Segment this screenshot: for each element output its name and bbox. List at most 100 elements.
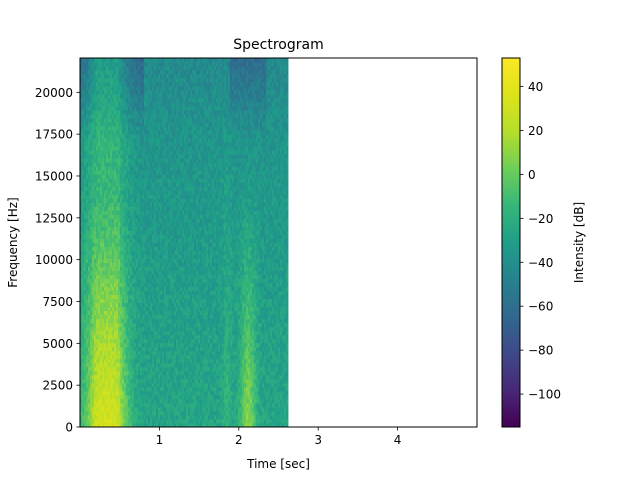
heatmap-cell bbox=[162, 410, 165, 416]
heatmap-cell bbox=[122, 186, 125, 191]
heatmap-cell bbox=[108, 70, 111, 75]
heatmap-cell bbox=[90, 154, 93, 159]
heatmap-cell bbox=[92, 342, 95, 348]
heatmap-cell bbox=[86, 190, 89, 195]
heatmap-cell bbox=[80, 210, 83, 215]
heatmap-cell bbox=[160, 294, 163, 300]
heatmap-cell bbox=[118, 198, 121, 203]
heatmap-cell bbox=[164, 222, 167, 227]
heatmap-cell bbox=[88, 386, 91, 392]
heatmap-cell bbox=[116, 146, 119, 151]
heatmap-cell bbox=[150, 282, 153, 288]
heatmap-cell bbox=[122, 346, 125, 352]
heatmap-cell bbox=[144, 130, 147, 135]
heatmap-cell bbox=[102, 314, 105, 320]
heatmap-cell bbox=[140, 354, 143, 360]
heatmap-cell bbox=[110, 146, 113, 151]
heatmap-cell bbox=[114, 106, 117, 111]
heatmap-cell bbox=[110, 362, 113, 368]
heatmap-cell bbox=[152, 194, 155, 199]
heatmap-cell bbox=[110, 334, 113, 340]
heatmap-cell bbox=[82, 106, 85, 111]
heatmap-cell bbox=[112, 218, 115, 223]
heatmap-cell bbox=[104, 274, 107, 279]
heatmap-cell bbox=[80, 118, 83, 123]
heatmap-cell bbox=[134, 226, 137, 231]
heatmap-cell bbox=[92, 142, 95, 147]
heatmap-cell bbox=[126, 362, 129, 368]
heatmap-cell bbox=[94, 410, 97, 416]
heatmap-cell bbox=[130, 214, 133, 219]
heatmap-cell bbox=[86, 254, 89, 259]
heatmap-cell bbox=[132, 118, 135, 123]
heatmap-cell bbox=[80, 242, 83, 247]
heatmap-cell bbox=[134, 194, 137, 199]
heatmap-cell bbox=[150, 90, 153, 95]
heatmap-cell bbox=[126, 90, 129, 95]
heatmap-cell bbox=[82, 158, 85, 163]
heatmap-cell bbox=[90, 202, 93, 207]
heatmap-cell bbox=[82, 342, 85, 348]
heatmap-cell bbox=[136, 334, 139, 340]
heatmap-cell bbox=[84, 254, 87, 259]
heatmap-cell bbox=[128, 366, 131, 372]
heatmap-cell bbox=[162, 418, 165, 424]
heatmap-cell bbox=[96, 282, 99, 288]
heatmap-cell bbox=[142, 202, 145, 207]
heatmap-cell bbox=[82, 198, 85, 203]
heatmap-cell bbox=[164, 330, 167, 336]
heatmap-cell bbox=[150, 214, 153, 219]
heatmap-cell bbox=[128, 214, 131, 219]
heatmap-cell bbox=[134, 234, 137, 239]
heatmap-cell bbox=[120, 222, 123, 227]
heatmap-cell bbox=[132, 250, 135, 255]
heatmap-cell bbox=[102, 150, 105, 155]
heatmap-cell bbox=[114, 374, 117, 380]
heatmap-cell bbox=[158, 322, 161, 328]
heatmap-cell bbox=[84, 174, 87, 179]
heatmap-cell bbox=[160, 86, 163, 91]
heatmap-cell bbox=[158, 86, 161, 91]
heatmap-cell bbox=[142, 162, 145, 167]
heatmap-cell bbox=[160, 394, 163, 400]
heatmap-cell bbox=[96, 162, 99, 167]
heatmap-cell bbox=[110, 258, 113, 263]
heatmap-cell bbox=[90, 338, 93, 344]
heatmap-cell bbox=[88, 210, 91, 215]
heatmap-cell bbox=[152, 266, 155, 271]
heatmap-cell bbox=[128, 258, 131, 263]
heatmap-cell bbox=[104, 102, 107, 107]
heatmap-cell bbox=[110, 354, 113, 360]
heatmap-cell bbox=[122, 94, 125, 99]
heatmap-cell bbox=[158, 170, 161, 175]
heatmap-cell bbox=[108, 166, 111, 171]
heatmap-cell bbox=[138, 158, 141, 163]
heatmap-cell bbox=[98, 218, 101, 223]
heatmap-cell bbox=[118, 178, 121, 183]
heatmap-cell bbox=[142, 130, 145, 135]
heatmap-cell bbox=[80, 246, 83, 251]
heatmap-cell bbox=[132, 74, 135, 79]
heatmap-cell bbox=[154, 322, 157, 328]
heatmap-cell bbox=[158, 362, 161, 368]
heatmap-cell bbox=[144, 306, 147, 312]
heatmap-cell bbox=[118, 326, 121, 332]
heatmap-cell bbox=[146, 342, 149, 348]
heatmap-cell bbox=[96, 358, 99, 364]
heatmap-cell bbox=[84, 222, 87, 227]
heatmap-cell bbox=[156, 282, 159, 288]
heatmap-cell bbox=[84, 354, 87, 360]
heatmap-cell bbox=[102, 398, 105, 404]
heatmap-cell bbox=[110, 226, 113, 231]
heatmap-cell bbox=[82, 302, 85, 308]
heatmap-cell bbox=[156, 122, 159, 127]
heatmap-cell bbox=[98, 74, 101, 79]
heatmap-cell bbox=[116, 398, 119, 404]
heatmap-cell bbox=[112, 294, 115, 300]
heatmap-cell bbox=[94, 182, 97, 187]
heatmap-cell bbox=[102, 58, 105, 63]
heatmap-cell bbox=[94, 354, 97, 360]
heatmap-cell bbox=[92, 350, 95, 356]
heatmap-cell bbox=[156, 366, 159, 372]
heatmap-cell bbox=[82, 266, 85, 271]
